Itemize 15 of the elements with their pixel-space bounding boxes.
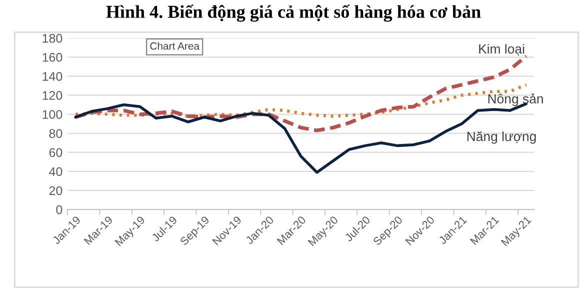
y-tick-label: 60: [49, 148, 62, 158]
y-tick-label: 160: [42, 52, 62, 62]
series-label: Nông sản: [488, 94, 543, 106]
y-tick-label: 40: [49, 167, 62, 176]
annotation: Chart Area: [150, 42, 200, 50]
series-label: Năng lượng: [467, 131, 536, 144]
y-tick-label: 20: [49, 186, 62, 196]
y-tick-label: 100: [42, 110, 62, 119]
y-tick-label: 120: [42, 91, 62, 100]
y-tick-label: 180: [42, 34, 62, 43]
y-tick-label: 80: [49, 129, 62, 138]
chart-title: Hình 4. Biến động giá cả một số hàng hóa cơ bản: [106, 4, 481, 22]
y-tick-label: 0: [56, 205, 62, 214]
y-tick-label: 140: [42, 72, 62, 81]
series-label: Kim loại: [479, 44, 524, 56]
